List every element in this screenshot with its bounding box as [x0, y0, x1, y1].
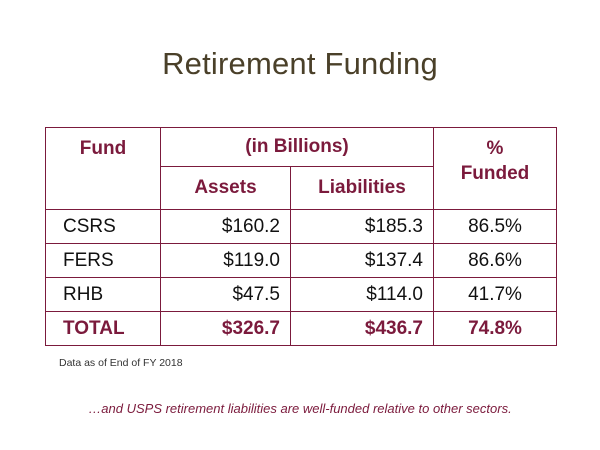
header-assets: Assets: [160, 166, 291, 210]
total-assets-value: $326.7: [160, 311, 291, 346]
table-row: RHB $47.5 $114.0 41.7%: [45, 277, 557, 312]
header-percent-sign: %: [486, 138, 504, 159]
liabilities-value: $137.4: [290, 243, 434, 278]
table-total-row: TOTAL $326.7 $436.7 74.8%: [45, 311, 557, 346]
header-fund: Fund: [45, 127, 161, 210]
fund-name: RHB: [45, 277, 161, 312]
total-funded-percent: 74.8%: [433, 311, 557, 346]
header-in-billions: (in Billions): [160, 127, 434, 167]
retirement-funding-table: Fund (in Billions) % Funded Assets Liabi…: [45, 127, 557, 346]
table-row: CSRS $160.2 $185.3 86.5%: [45, 209, 557, 244]
header-percent-funded: % Funded: [433, 127, 557, 210]
data-source-footnote: Data as of End of FY 2018: [59, 357, 183, 369]
liabilities-value: $114.0: [290, 277, 434, 312]
header-funded-label: Funded: [460, 162, 530, 184]
funded-percent: 86.5%: [433, 209, 557, 244]
assets-value: $119.0: [160, 243, 291, 278]
tagline-caption: …and USPS retirement liabilities are wel…: [88, 401, 512, 416]
page-title: Retirement Funding: [162, 46, 438, 81]
fund-name: CSRS: [45, 209, 161, 244]
funded-percent: 41.7%: [433, 277, 557, 312]
total-liabilities-value: $436.7: [290, 311, 434, 346]
total-label: TOTAL: [45, 311, 161, 346]
table-subheader-row: Assets Liabilities: [46, 166, 557, 210]
liabilities-value: $185.3: [290, 209, 434, 244]
header-liabilities: Liabilities: [290, 166, 434, 210]
assets-value: $47.5: [160, 277, 291, 312]
assets-value: $160.2: [160, 209, 291, 244]
fund-name: FERS: [45, 243, 161, 278]
table-header-row: Fund (in Billions) % Funded: [45, 127, 557, 210]
table-row: FERS $119.0 $137.4 86.6%: [45, 243, 557, 278]
funded-percent: 86.6%: [433, 243, 557, 278]
